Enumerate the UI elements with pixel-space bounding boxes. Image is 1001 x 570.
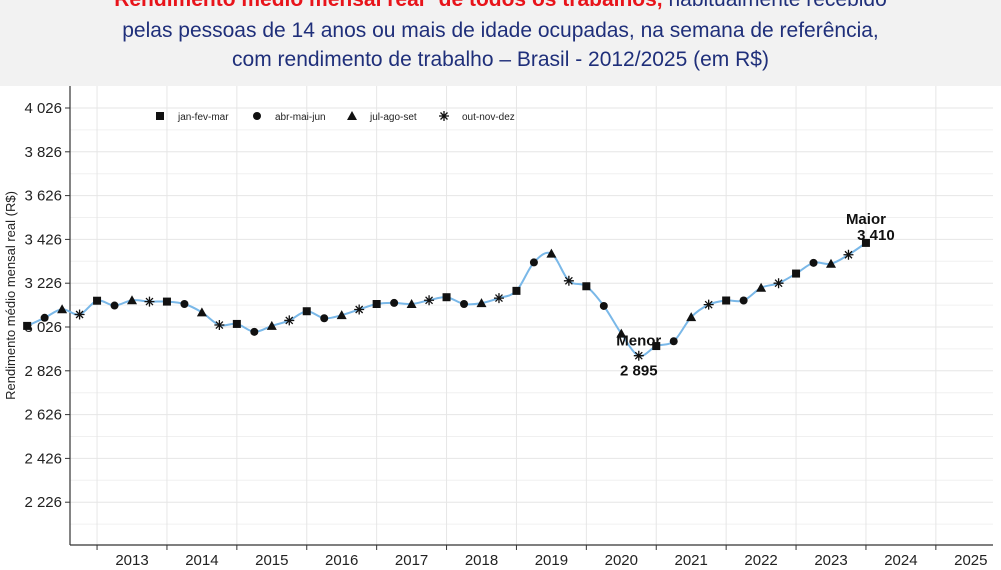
y-tick-label: 2 826 (24, 363, 62, 380)
data-point-2020-q1 (582, 282, 591, 291)
legend-label: abr-mai-jun (275, 112, 326, 123)
data-point-2022-q1 (722, 296, 731, 305)
y-axis-label: Rendimento médio mensal real (R$) (3, 191, 18, 400)
data-point-2012-q2 (40, 313, 49, 322)
data-point-2023-q1 (792, 269, 801, 278)
data-point-2012-q4 (74, 309, 85, 320)
data-point-2016-q2 (320, 314, 329, 323)
y-tick-label: 3 826 (24, 144, 62, 161)
y-tick-label: 3 426 (24, 231, 62, 248)
y-tick-label: 4 026 (24, 100, 62, 117)
legend-label: jul-ago-set (369, 112, 417, 123)
data-point-2021-q2 (669, 337, 678, 346)
data-point-2018-q1 (442, 293, 451, 302)
chart-title-highlight: Rendimento médio mensal real* de todos o… (114, 0, 662, 11)
y-tick-label: 3 226 (24, 275, 62, 292)
y-tick-label: 2 626 (24, 407, 62, 424)
x-tick-label: 2014 (185, 552, 218, 569)
x-tick-label: 2022 (744, 552, 777, 569)
data-point-2023-q3 (826, 258, 836, 268)
x-tick-label: 2017 (395, 552, 428, 569)
y-tick-label: 2 426 (24, 450, 62, 467)
data-point-2021-q3 (686, 312, 697, 322)
data-point-2015-q4 (284, 315, 295, 326)
x-tick-label: 2015 (255, 552, 288, 569)
x-tick-label: 2021 (675, 552, 708, 569)
data-point-2019-q1 (512, 286, 521, 295)
data-point-2014-q3 (196, 307, 207, 317)
legend-label: jan-fev-mar (177, 112, 229, 123)
chart-title-line-2: pelas pessoas de 14 anos ou mais de idad… (122, 19, 879, 42)
data-point-2023-q2 (809, 258, 818, 267)
data-point-2015-q3 (266, 320, 277, 330)
data-point-2018-q4 (493, 293, 504, 304)
min-annotation-value: 2 895 (620, 363, 658, 380)
data-point-2021-q1 (652, 342, 661, 351)
x-tick-label: 2019 (535, 552, 568, 569)
chart-title-panel: Rendimento médio mensal real* de todos o… (0, 0, 1001, 86)
chart-title-line-3: com rendimento de trabalho – Brasil - 20… (232, 48, 769, 71)
data-point-2016-q4 (354, 304, 365, 315)
y-tick-label: 3 626 (24, 188, 62, 205)
chart-title-line-1-rest: habitualmente recebido (663, 0, 886, 11)
data-point-2020-q4 (633, 350, 644, 361)
data-point-2015-q1 (232, 319, 241, 328)
data-point-2012-q3 (57, 304, 68, 314)
data-point-2018-q3 (476, 298, 487, 308)
data-point-2022-q4 (773, 278, 784, 289)
data-point-2022-q2 (739, 296, 748, 305)
legend-triangle-icon (347, 111, 357, 120)
min-annotation-label: Menor (616, 333, 661, 350)
x-tick-label: 2016 (325, 552, 358, 569)
x-tick-label: 2025 (954, 552, 987, 569)
legend-square-icon (156, 112, 164, 120)
data-point-2015-q2 (250, 327, 259, 336)
max-annotation-label: Maior (846, 211, 886, 228)
x-tick-label: 2023 (814, 552, 847, 569)
data-point-2013-q2 (110, 301, 119, 310)
data-point-2019-q2 (529, 258, 538, 267)
data-point-2018-q2 (460, 300, 469, 309)
x-tick-label: 2020 (605, 552, 638, 569)
data-point-2017-q4 (424, 295, 435, 306)
data-point-2022-q3 (756, 282, 767, 292)
data-point-2016-q3 (336, 310, 347, 320)
data-point-2019-q4 (563, 275, 574, 286)
y-tick-label: 2 226 (24, 494, 62, 511)
data-point-2016-q1 (302, 307, 311, 316)
data-point-2019-q3 (546, 248, 557, 258)
data-point-2017-q1 (372, 300, 381, 309)
data-point-2017-q3 (406, 299, 417, 309)
data-point-2012-q1 (23, 321, 32, 330)
data-point-2014-q4 (214, 320, 225, 331)
x-tick-label: 2018 (465, 552, 498, 569)
data-point-2014-q1 (162, 297, 171, 306)
data-point-2013-q4 (144, 296, 155, 307)
chart-title-line-1: Rendimento médio mensal real* de todos o… (0, 0, 1001, 12)
data-point-2021-q4 (703, 299, 714, 310)
data-point-2017-q2 (390, 298, 399, 307)
legend-circle-icon (253, 112, 261, 120)
data-point-2020-q3 (616, 328, 627, 338)
legend-label: out-nov-dez (462, 112, 515, 123)
data-point-2024-q1 (861, 238, 870, 247)
data-point-2013-q1 (93, 296, 102, 305)
data-point-2023-q4 (843, 249, 854, 260)
data-point-2020-q2 (599, 301, 608, 310)
data-point-2013-q3 (127, 295, 137, 305)
data-point-2014-q2 (180, 300, 189, 309)
x-tick-label: 2013 (115, 552, 148, 569)
legend-asterisk-icon (439, 111, 449, 121)
max-annotation-value: 3 410 (857, 227, 895, 244)
x-tick-label: 2024 (884, 552, 917, 569)
